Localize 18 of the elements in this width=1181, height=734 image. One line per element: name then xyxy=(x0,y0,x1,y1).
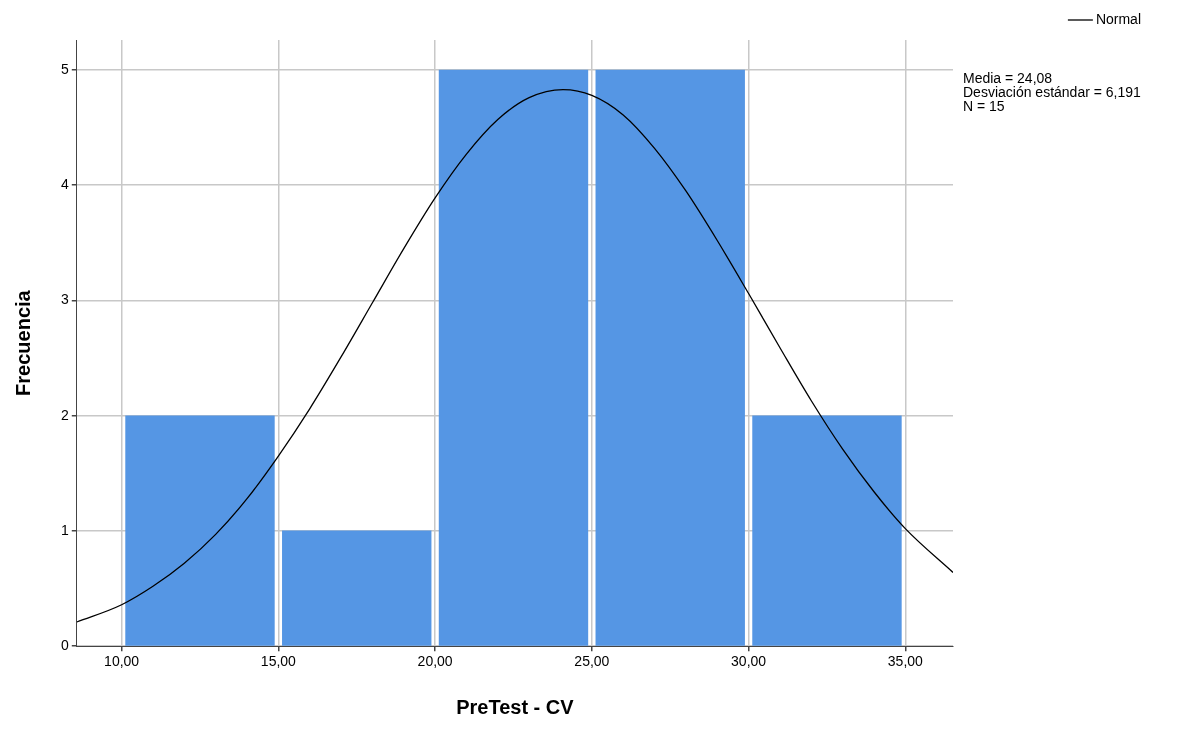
y-tick-label: 2 xyxy=(60,406,69,423)
x-tick-label: 30,00 xyxy=(731,653,767,670)
x-tick-label: 25,00 xyxy=(574,653,610,670)
x-tick-label: 15,00 xyxy=(260,653,297,670)
y-tick-label: 4 xyxy=(60,176,69,193)
y-axis-title: Frecuencia xyxy=(11,289,34,396)
x-tick-label: 20,00 xyxy=(417,653,453,670)
y-tick-label: 1 xyxy=(60,521,69,538)
x-axis-title: PreTest - CV xyxy=(456,695,575,718)
y-tick-label: 0 xyxy=(60,637,69,654)
text: N = 15 xyxy=(963,97,1005,114)
y-tick-label: 3 xyxy=(60,291,69,308)
x-tick-label: 35,00 xyxy=(887,653,924,670)
legend-label: Normal xyxy=(1095,10,1142,27)
x-tick-label: 10,00 xyxy=(104,653,140,670)
line-series xyxy=(76,88,953,623)
text: Media = 24,08 xyxy=(963,69,1053,86)
y-tick-label: 5 xyxy=(60,60,69,77)
